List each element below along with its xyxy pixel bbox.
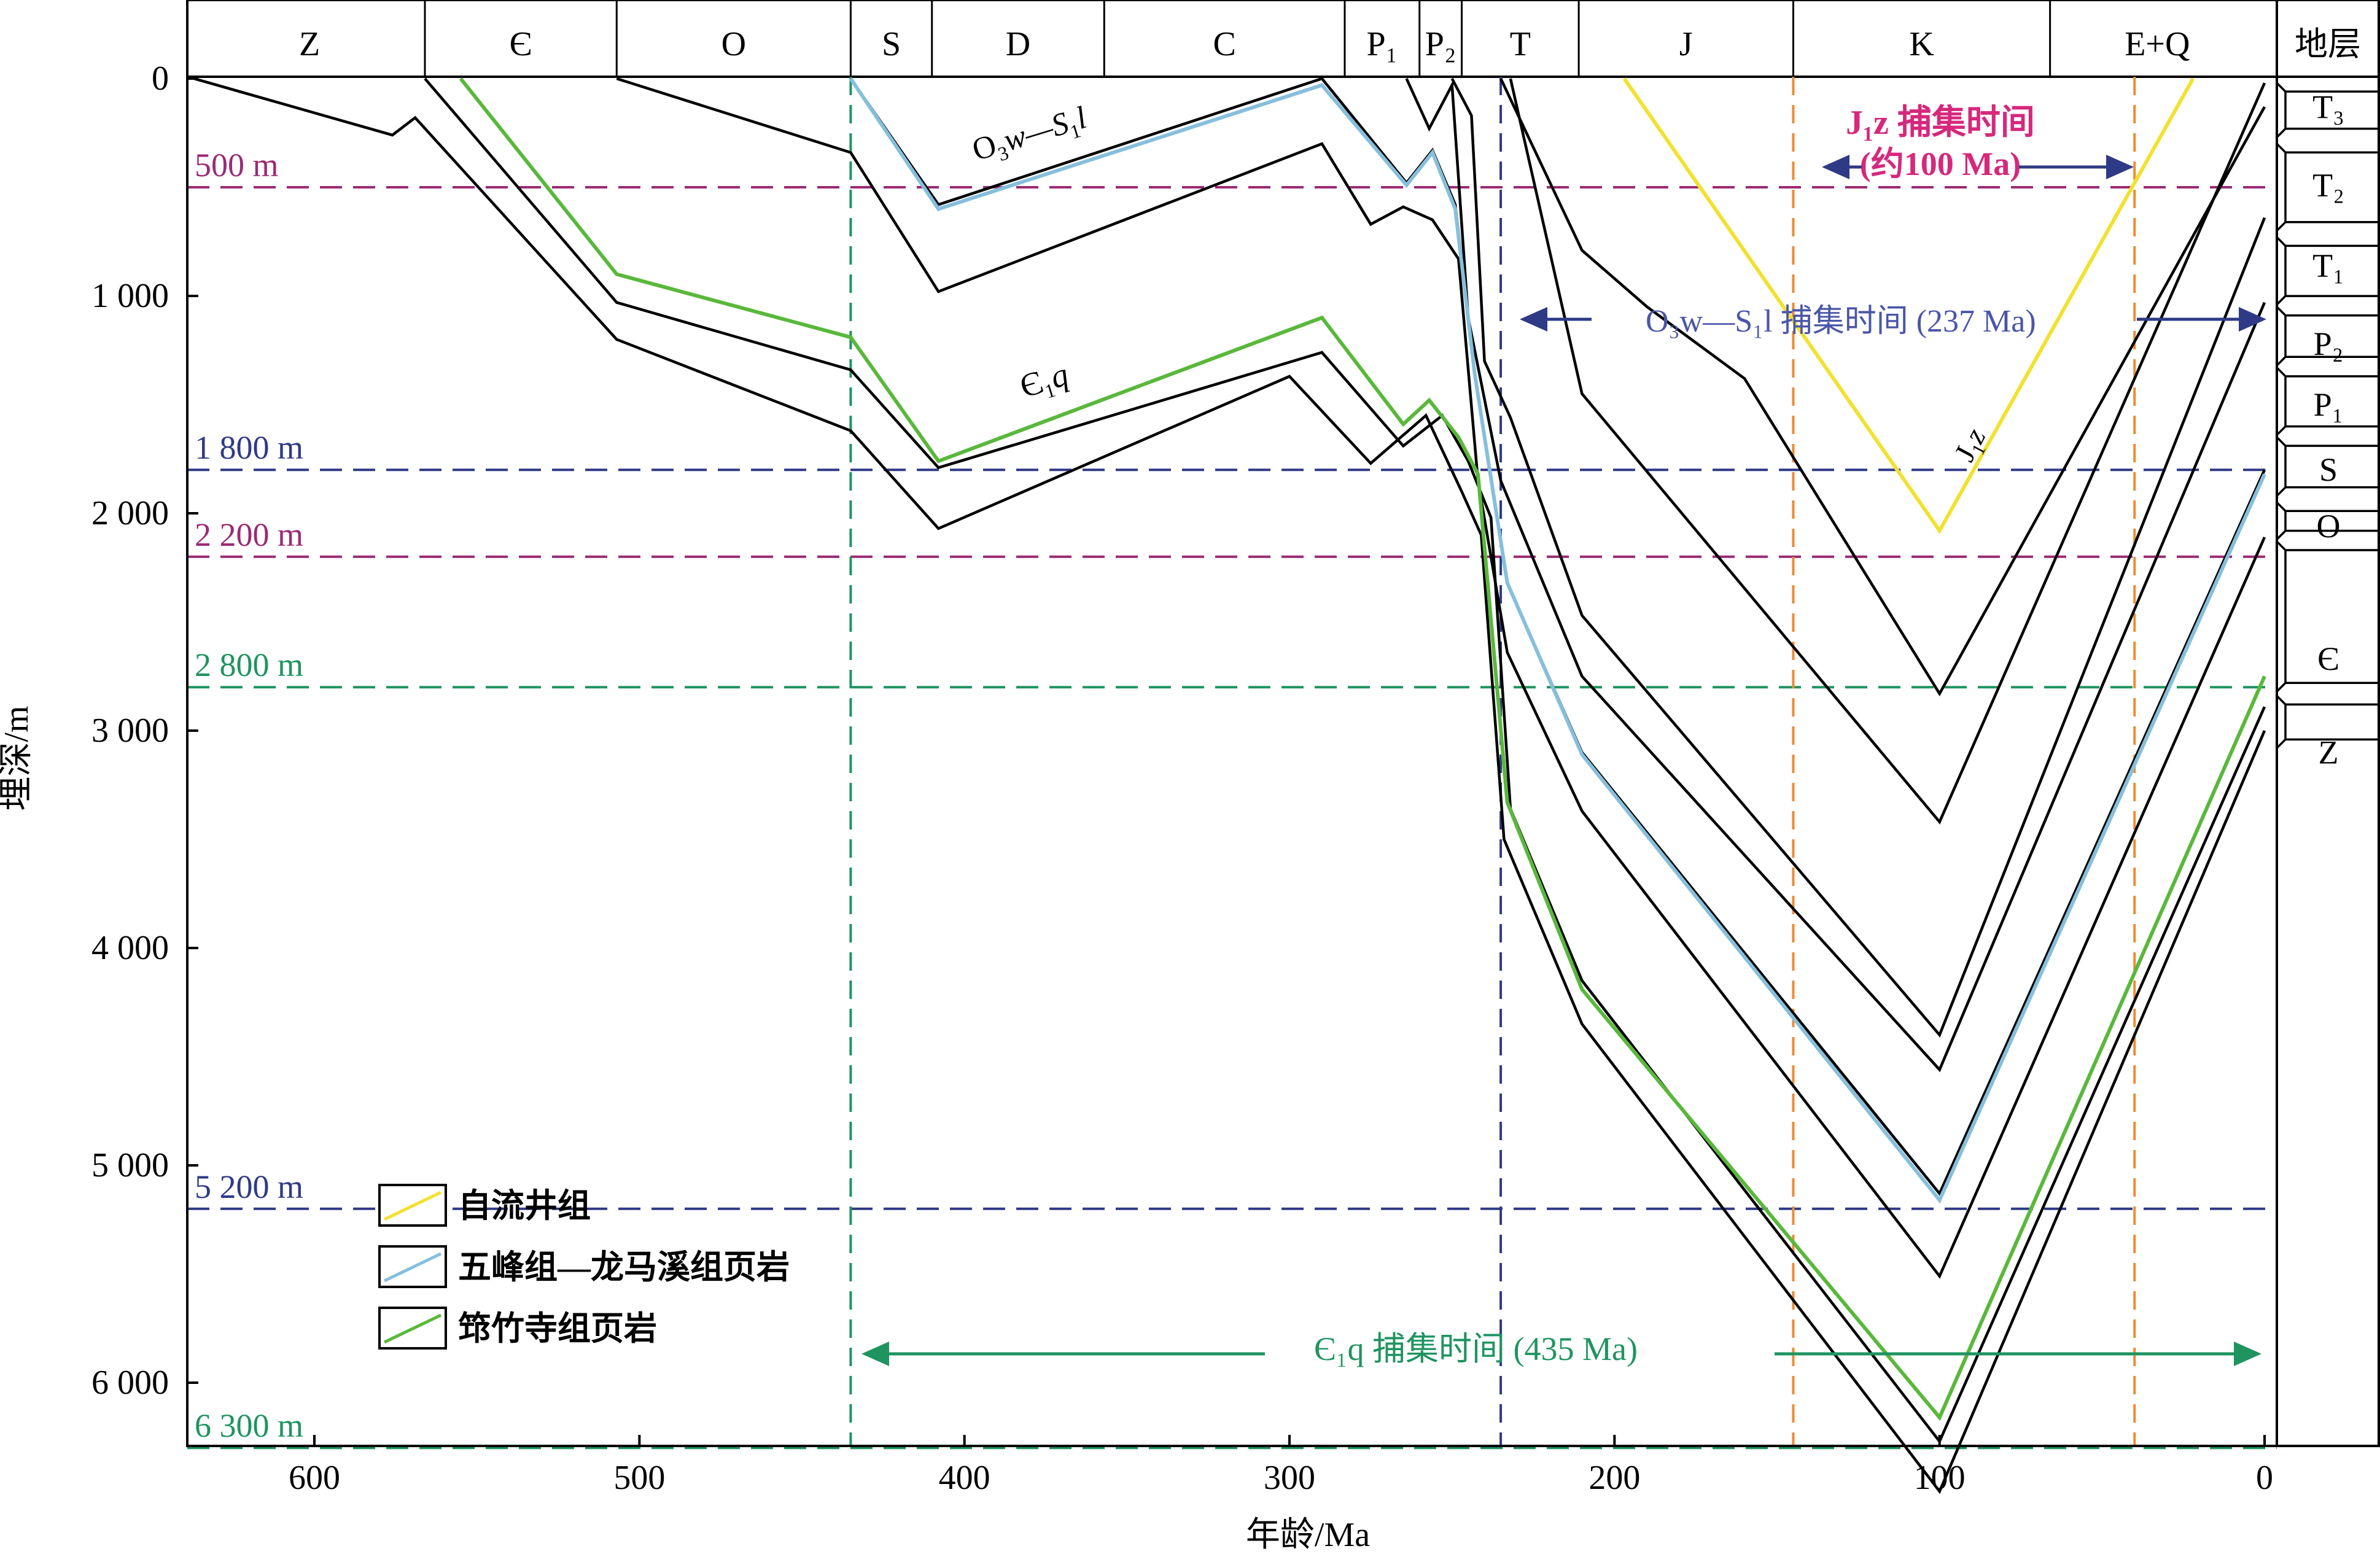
strata-unit-bracket [2276, 695, 2379, 749]
strata-unit-label: Є [2317, 640, 2339, 677]
y-tick-label: 5 000 [91, 1146, 169, 1184]
strata-unit-label: T₁ [2312, 247, 2344, 284]
legend-swatch-line [383, 1191, 442, 1221]
strata-unit-bracket [2276, 502, 2379, 540]
x-tick-label: 600 [289, 1459, 340, 1497]
period-label: S [882, 25, 901, 63]
x-tick-label: 400 [939, 1459, 990, 1497]
x-tick-label: 300 [1264, 1459, 1315, 1497]
burial-curve-black [616, 77, 2266, 1279]
depth-reference-label: 500 m [195, 147, 279, 184]
burial-curve-colored [459, 77, 2266, 1421]
jz-capture-duration: (约100 Ma) [1860, 146, 2021, 182]
y-axis-title: 埋深/m [0, 705, 36, 810]
x-tick-label: 0 [2256, 1459, 2273, 1497]
strata-column: 地层 T₃ T₂ T₁ P₂ P₁ SO Є Z [2276, 0, 2380, 1447]
time-reference-lines [849, 77, 2136, 1446]
strata-unit-label: Z [2319, 734, 2339, 771]
depth-reference-label: 1 800 m [195, 429, 303, 466]
x-axis-title: 年龄/Ma [1246, 1516, 1370, 1554]
strata-unit-bracket [2276, 82, 2379, 138]
burial-curve-black [1450, 77, 2266, 1038]
strata-header-label: 地层 [2295, 26, 2361, 63]
burial-curve-black [193, 77, 2266, 1494]
strata-unit-bracket [2276, 367, 2379, 436]
eq-capture-annotation: Є₁q 捕集时间 (435 Ma) [861, 1331, 2261, 1367]
y-tick-label: 3 000 [91, 712, 169, 750]
period-label: T [1510, 25, 1531, 63]
depth-reference-label: 5 200 m [195, 1168, 303, 1205]
burial-curve-colored [849, 77, 2266, 1204]
legend-label: 五峰组—龙马溪组页岩 [458, 1249, 790, 1286]
x-tick-label: 200 [1589, 1459, 1640, 1497]
x-tick-label: 100 [1914, 1459, 1966, 1497]
black-burial-curves [193, 77, 2266, 1494]
period-label: Є [510, 25, 532, 63]
depth-reference-label: 6 300 m [195, 1407, 303, 1444]
strata-unit-label: P₂ [2314, 325, 2344, 362]
strata-unit-bracket [2276, 306, 2379, 367]
y-tick-label: 1 000 [91, 277, 169, 315]
period-header: Z Є O S D C P₁ P₂ T J K E+Q [187, 0, 2277, 78]
ow-capture-text: O₃w—S₁l 捕集时间 (237 Ma) [1646, 304, 2036, 339]
legend-swatch-line [383, 1252, 442, 1283]
period-label: C [1213, 25, 1235, 63]
burial-curve-black [1499, 78, 2266, 697]
period-label: P₁ [1367, 25, 1398, 63]
period-label: J [1679, 25, 1693, 63]
legend-label: 筇竹寺组页岩 [458, 1310, 657, 1347]
strata-unit-bracket [2276, 540, 2379, 693]
y-tick-label: 4 000 [91, 929, 169, 967]
period-label: E+Q [2125, 25, 2190, 63]
strata-unit-bracket [2276, 436, 2379, 497]
plot-area: 500 m 1 800 m 2 200 m 2 800 m 5 200 m 6 300 m [186, 0, 2278, 1494]
y-tick-label: 0 [152, 60, 169, 98]
strata-unit-label: T₂ [2312, 166, 2344, 203]
period-label: K [1909, 25, 1934, 63]
burial-curve-black [424, 77, 2266, 1444]
burial-curve-black [849, 77, 2266, 1197]
strata-frame [2276, 0, 2380, 1447]
x-axis: 600 500 400 300 200 100 0 [289, 1435, 2273, 1497]
depth-reference-lines: 500 m 1 800 m 2 200 m 2 800 m 5 200 m 6 300 m [187, 147, 2277, 1450]
y-axis: 0 1 000 2 000 3 000 4 000 5 000 6 000 [91, 60, 198, 1402]
burial-curve-black [1509, 78, 2266, 825]
y-tick-label: 2 000 [91, 494, 169, 532]
period-label: Z [299, 25, 320, 63]
strata-unit-label: O [2317, 508, 2341, 545]
strata-unit-label: T₃ [2312, 88, 2344, 125]
strata-unit-label: P₁ [2314, 386, 2344, 423]
period-label: O [721, 25, 746, 63]
eq-capture-text: Є₁q 捕集时间 (435 Ma) [1314, 1331, 1638, 1367]
burial-curve-black [1405, 78, 2266, 1073]
burial-curve-colored [1622, 77, 2195, 534]
strata-unit-bracket [2276, 236, 2379, 306]
jz-capture-annotation: J₁z 捕集时间 (约100 Ma) [1822, 104, 2134, 182]
x-tick-label: 500 [613, 1459, 665, 1497]
strata-unit-bracket [2276, 142, 2379, 232]
legend-label: 自流井组 [458, 1187, 591, 1224]
plot-frame [186, 0, 2278, 1447]
period-label: P₂ [1425, 25, 1456, 63]
strata-unit-label: S [2319, 451, 2338, 488]
jz-capture-title: J₁z 捕集时间 [1846, 104, 2035, 142]
colored-burial-curves [459, 77, 2266, 1421]
ow-capture-annotation: O₃w—S₁l 捕集时间 (237 Ma) [1520, 304, 2266, 339]
eq-curve-label: Є1q [1016, 355, 1074, 409]
legend-swatch-line [383, 1313, 442, 1344]
depth-reference-label: 2 200 m [195, 516, 303, 553]
y-tick-label: 6 000 [91, 1364, 169, 1402]
depth-reference-label: 2 800 m [195, 647, 303, 683]
period-label: D [1006, 25, 1030, 63]
